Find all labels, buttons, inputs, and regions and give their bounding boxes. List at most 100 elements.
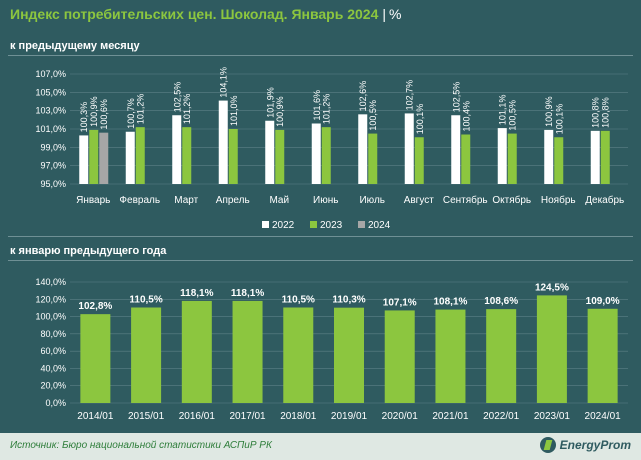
section1-rule: [8, 55, 633, 56]
bar-2022: [358, 114, 368, 184]
data-label: 100,1%: [554, 104, 564, 135]
y-tick-label: 103,0%: [35, 106, 66, 116]
bar-2022: [265, 120, 275, 184]
bar-2023: [600, 130, 610, 184]
data-label: 100,4%: [461, 101, 471, 132]
data-label: 100,3%: [79, 102, 89, 133]
data-label: 118,1%: [231, 288, 264, 299]
data-label: 109,0%: [586, 296, 620, 307]
x-tick-label: 2016/01: [179, 411, 216, 422]
legend-swatch-2023: [310, 221, 317, 228]
x-tick-label: Апрель: [216, 195, 250, 206]
data-label: 104,1%: [219, 67, 229, 98]
bar-2023: [414, 137, 424, 184]
data-label: 101,6%: [312, 90, 322, 121]
x-tick-label: Июль: [359, 195, 385, 206]
bar-2023: [182, 127, 192, 184]
data-label: 100,6%: [99, 99, 109, 130]
section1-title: к предыдущему месяцу: [10, 40, 140, 52]
bar: [587, 308, 618, 403]
data-label: 124,5%: [535, 282, 569, 293]
section2-rule: [8, 260, 633, 261]
bar: [486, 309, 517, 403]
x-tick-label: 2017/01: [229, 411, 266, 422]
data-label: 101,9%: [265, 87, 275, 118]
x-tick-label: 2014/01: [77, 411, 114, 422]
section2-title: к январю предыдущего года: [10, 245, 167, 257]
yearly-chart: 0,0% 20,0% 40,0% 60,0% 80,0% 100,0% 120,0% 140,…: [35, 277, 628, 422]
y-tick-label: 105,0%: [35, 87, 66, 97]
bar: [334, 307, 364, 403]
x-tick-label: Август: [404, 195, 435, 206]
x-tick-label: Май: [269, 195, 289, 206]
chart-title: Индекс потребительских цен. Шоколад. Янв…: [10, 6, 401, 28]
y-tick-label: 95,0%: [40, 179, 66, 189]
x-tick-label: 2023/01: [534, 411, 571, 422]
bar-2022: [125, 131, 135, 184]
x-tick-label: 2021/01: [432, 411, 469, 422]
footer-bar: [0, 433, 641, 460]
data-label: 100,5%: [368, 100, 378, 131]
data-label: 100,7%: [126, 98, 136, 129]
data-label: 102,5%: [172, 82, 182, 113]
data-label: 100,9%: [275, 96, 285, 127]
bar-2024: [99, 132, 109, 184]
y-tick-label: 80,0%: [40, 329, 66, 339]
logo-text: EnergyProm: [559, 438, 631, 452]
y-tick-label: 40,0%: [40, 363, 66, 373]
bar-2022: [497, 128, 507, 184]
x-tick-label: Февраль: [119, 195, 160, 206]
title-unit: %: [389, 6, 402, 22]
data-label: 101,2%: [182, 94, 192, 125]
bar: [384, 310, 415, 403]
bar-2022: [79, 135, 89, 184]
y-tick-label: 107,0%: [35, 69, 66, 79]
legend-swatch-2022: [262, 221, 269, 228]
data-label: 101,2%: [322, 94, 332, 125]
x-tick-label: 2024/01: [585, 411, 622, 422]
data-label: 102,5%: [451, 82, 461, 113]
x-tick-label: 2015/01: [128, 411, 165, 422]
x-tick-label: Ноябрь: [541, 194, 576, 206]
legend-label: 2024: [368, 220, 391, 231]
y-tick-label: 20,0%: [40, 381, 66, 391]
source-note: Источник: Бюро национальной статистики А…: [10, 440, 272, 451]
bar-2023: [228, 129, 238, 184]
x-tick-label: Март: [174, 195, 198, 206]
bar-2023: [135, 127, 145, 184]
y-tick-label: 97,0%: [40, 161, 66, 171]
data-label: 100,5%: [508, 100, 518, 131]
x-tick-label: 2022/01: [483, 411, 520, 422]
chart-title-text: Индекс потребительских цен. Шоколад. Янв…: [10, 6, 379, 22]
data-label: 110,5%: [129, 294, 162, 305]
bar-2022: [218, 100, 228, 184]
data-label: 110,3%: [332, 295, 365, 306]
x-tick-label: 2020/01: [382, 411, 419, 422]
bar-2022: [311, 123, 321, 184]
data-label: 100,8%: [591, 97, 601, 128]
bar-2023: [461, 134, 471, 184]
bar: [283, 307, 314, 403]
data-label: 110,5%: [282, 294, 315, 305]
data-label: 100,8%: [601, 97, 611, 128]
data-label: 101,0%: [229, 95, 239, 126]
bar-2023: [554, 137, 564, 184]
bar-2023: [321, 127, 331, 184]
data-label: 101,1%: [498, 95, 508, 126]
x-tick-label: 2019/01: [331, 411, 368, 422]
y-tick-label: 60,0%: [40, 346, 66, 356]
data-label: 107,1%: [383, 297, 417, 308]
data-label: 108,6%: [484, 296, 518, 307]
x-tick-label: Октябрь: [492, 194, 531, 206]
bar: [536, 295, 567, 403]
legend-label: 2023: [320, 220, 343, 231]
data-label: 102,6%: [358, 81, 368, 112]
bar-2022: [451, 115, 461, 184]
y-tick-label: 120,0%: [35, 294, 66, 304]
data-label: 102,7%: [405, 80, 415, 111]
section-divider: [8, 236, 633, 237]
y-tick-label: 140,0%: [35, 277, 66, 287]
bar: [435, 309, 466, 403]
bar-2022: [590, 130, 600, 184]
y-tick-label: 99,0%: [40, 142, 66, 152]
